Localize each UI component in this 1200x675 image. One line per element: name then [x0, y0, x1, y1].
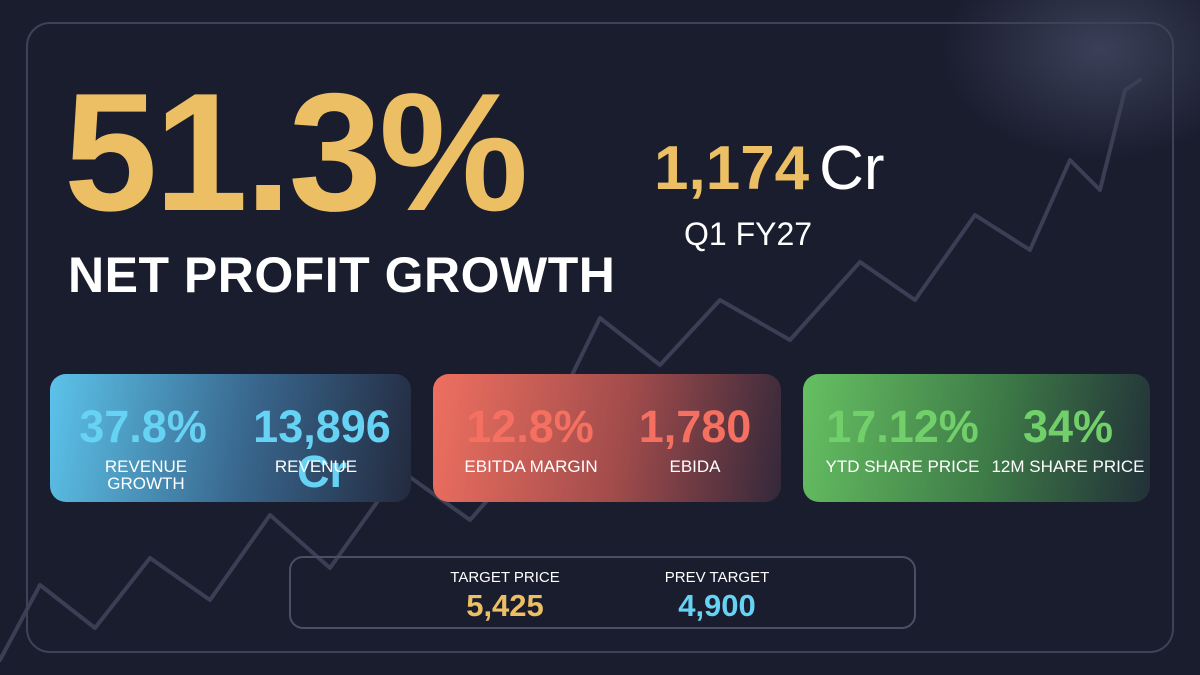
ytd-share-price-label: YTD SHARE PRICE: [825, 457, 980, 476]
dashboard-frame: [26, 22, 1174, 653]
fiscal-period: Q1 FY27: [684, 216, 813, 252]
ebitda-margin-label: EBITDA MARGIN: [464, 457, 598, 476]
revenue-growth-value: 37.8%: [79, 401, 207, 452]
revenue-value: 13,896 Cr: [253, 401, 391, 497]
12m-share-price-label: 12M SHARE PRICE: [991, 457, 1145, 476]
target-price-panel: TARGET PRICE 5,425 PREV TARGET 4,900: [289, 556, 916, 629]
target-price-value: 5,425: [466, 588, 544, 623]
prev-target-value: 4,900: [678, 588, 756, 623]
target-price-label: TARGET PRICE: [450, 569, 560, 586]
net-profit-growth-label: NET PROFIT GROWTH: [68, 247, 616, 303]
revenue-card: 37.8% REVENUE GROWTH 13,896 Cr REVENUE: [50, 374, 411, 502]
revenue-label: REVENUE: [274, 457, 358, 476]
ebida-label: EBIDA: [669, 457, 721, 476]
net-profit-amount: 1,174 Cr: [654, 138, 885, 200]
net-profit-unit: Cr: [819, 134, 885, 203]
prev-target-label: PREV TARGET: [664, 569, 770, 586]
revenue-growth-label: REVENUE GROWTH: [104, 457, 188, 493]
12m-share-price-value: 34%: [1022, 401, 1114, 452]
ebitda-card: 12.8% EBITDA MARGIN 1,780 EBIDA: [433, 374, 781, 502]
ebida-value: 1,780: [638, 401, 752, 452]
share-price-card: 17.12% YTD SHARE PRICE 34% 12M SHARE PRI…: [803, 374, 1150, 502]
net-profit-value: 1,174: [654, 134, 810, 203]
net-profit-growth-value: 51.3%: [64, 58, 528, 246]
ebitda-margin-value: 12.8%: [466, 401, 594, 452]
ytd-share-price-value: 17.12%: [826, 401, 979, 452]
